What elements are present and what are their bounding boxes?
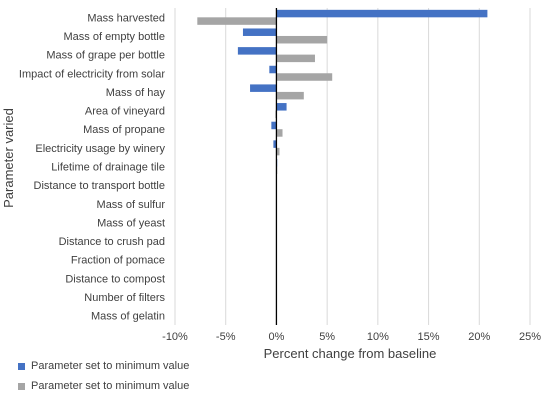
bar [276,54,315,63]
category-label: Number of filters [84,292,165,304]
category-label: Mass harvested [87,12,165,24]
x-axis-label: Percent change from baseline [264,346,437,361]
bar [276,129,283,137]
bar [271,121,277,130]
category-label: Distance to compost [65,273,165,285]
category-label: Mass of hay [106,87,166,99]
category-label: Mass of propane [83,124,165,136]
bar [276,91,304,100]
category-label: Lifetime of drainage tile [51,162,165,174]
bar [250,84,277,92]
category-label: Distance to transport bottle [34,180,165,192]
legend-label: Parameter set to minimum value [31,380,190,392]
legend-swatch-blue [18,362,25,370]
category-label: Electricity usage by winery [35,143,165,155]
x-tick-label: 15% [418,331,440,343]
x-tick-label: 0% [268,331,284,343]
bar [276,73,333,81]
category-label: Mass of empty bottle [64,31,166,43]
bar [197,17,277,25]
bar [273,140,277,148]
x-tick-label: 10% [367,331,389,343]
category-label: Mass of gelatin [91,311,165,323]
bar [276,9,488,18]
bars [197,9,488,174]
category-label: Fraction of pomace [71,255,165,267]
x-tick-label: -10% [162,331,188,343]
category-label: Mass of grape per bottle [46,50,165,62]
category-label: Impact of electricity from solar [19,68,165,80]
y-axis-label: Parameter varied [1,108,16,208]
category-labels: Mass harvested Mass of empty bottle Mass o… [19,12,166,322]
bar [276,35,328,44]
x-tick-label: 25% [519,331,541,343]
legend-item-max: Parameter set to minimum value [18,380,189,392]
category-label: Area of vineyard [85,106,165,118]
x-tick-labels: -10% -5% 0% 5% 10% 15% 20% 25% [162,331,541,343]
category-label: Mass of yeast [97,217,165,229]
bar [242,28,277,36]
x-tick-label: 5% [319,331,335,343]
legend-label: Parameter set to minimum value [31,360,190,372]
category-label: Mass of sulfur [97,199,166,211]
gridlines [174,8,531,325]
bar [269,65,277,74]
legend-item-min: Parameter set to minimum value [18,360,189,372]
bar [276,147,280,156]
x-tick-label: 20% [468,331,490,343]
bar [237,47,277,55]
legend-swatch-gray [18,382,25,390]
x-tick-label: -5% [216,331,236,343]
category-label: Distance to crush pad [59,236,165,248]
bar [276,103,287,111]
